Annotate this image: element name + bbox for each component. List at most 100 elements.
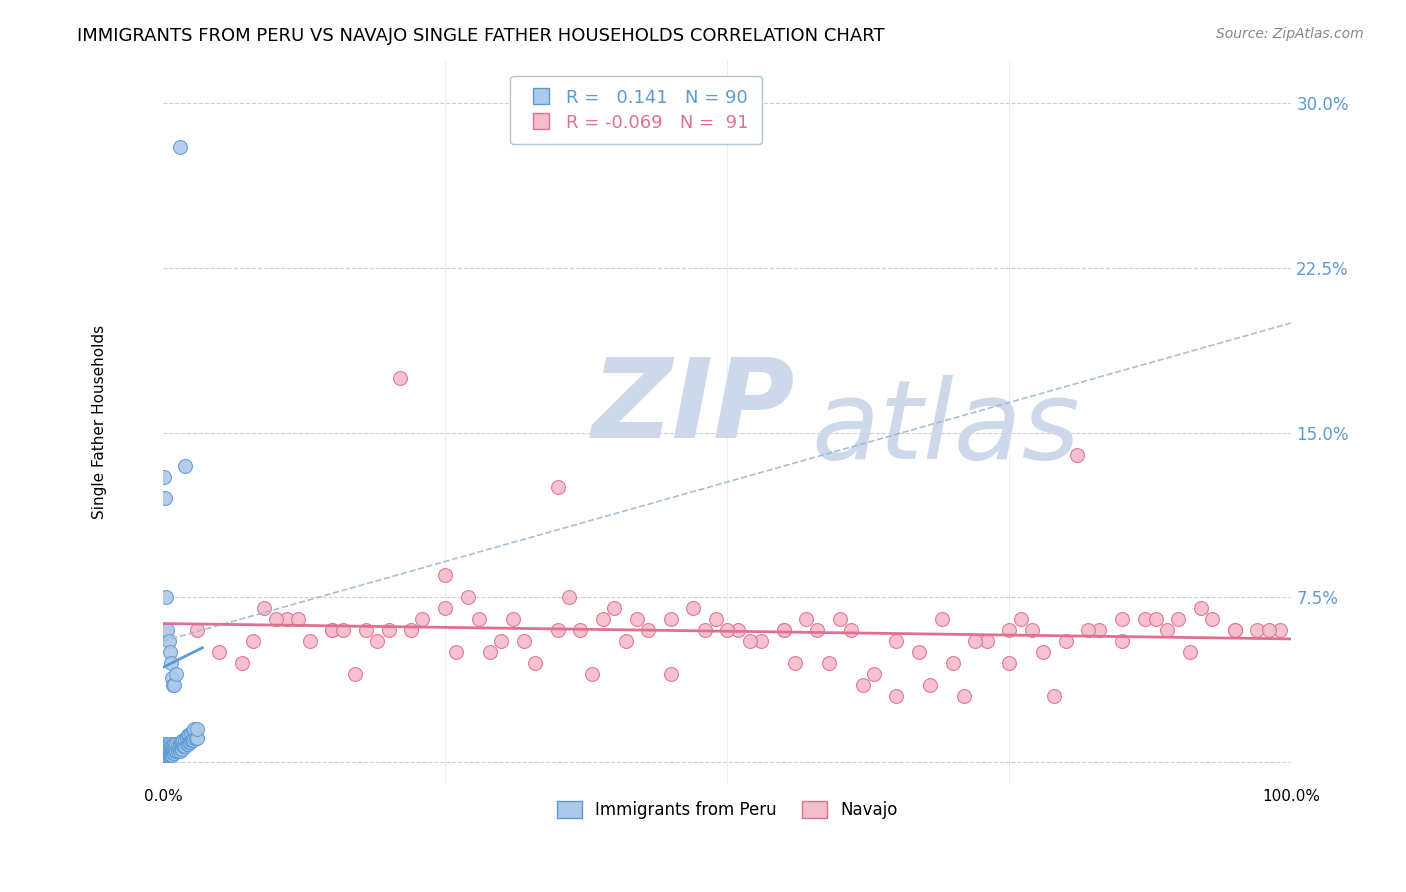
- Point: [366, 634, 388, 648]
- Point: [153, 744, 176, 758]
- Point: [693, 623, 716, 637]
- Point: [321, 623, 343, 637]
- Point: [749, 634, 772, 648]
- Point: [1223, 623, 1246, 637]
- Point: [165, 744, 187, 758]
- Point: [152, 744, 174, 758]
- Point: [1066, 448, 1088, 462]
- Point: [704, 612, 727, 626]
- Point: [170, 735, 193, 749]
- Point: [153, 737, 176, 751]
- Point: [172, 739, 194, 754]
- Point: [886, 689, 908, 703]
- Point: [806, 623, 828, 637]
- Point: [163, 746, 186, 760]
- Point: [1268, 623, 1291, 637]
- Point: [287, 612, 309, 626]
- Point: [169, 744, 191, 758]
- Point: [592, 612, 614, 626]
- Point: [794, 612, 817, 626]
- Point: [1111, 634, 1133, 648]
- Point: [159, 744, 181, 758]
- Point: [165, 737, 187, 751]
- Point: [176, 737, 198, 751]
- Point: [155, 741, 177, 756]
- Point: [157, 744, 180, 758]
- Point: [166, 744, 188, 758]
- Point: [558, 591, 581, 605]
- Point: [177, 735, 200, 749]
- Point: [457, 591, 479, 605]
- Point: [174, 739, 197, 754]
- Point: [547, 623, 569, 637]
- Point: [155, 744, 177, 758]
- Point: [169, 140, 191, 154]
- Point: [343, 667, 366, 681]
- Point: [1167, 612, 1189, 626]
- Point: [183, 732, 205, 747]
- Point: [183, 731, 205, 745]
- Point: [155, 748, 177, 763]
- Point: [231, 656, 253, 670]
- Point: [1246, 623, 1268, 637]
- Point: [173, 739, 195, 754]
- Point: [159, 656, 181, 670]
- Point: [153, 737, 176, 751]
- Point: [828, 612, 851, 626]
- Point: [153, 746, 176, 760]
- Point: [170, 741, 193, 756]
- Point: [156, 748, 179, 763]
- Point: [682, 601, 704, 615]
- Point: [160, 744, 183, 758]
- Point: [998, 656, 1021, 670]
- Point: [1189, 601, 1212, 615]
- Point: [153, 744, 176, 758]
- Point: [153, 748, 176, 763]
- Point: [377, 623, 399, 637]
- Point: [160, 748, 183, 763]
- Point: [177, 737, 200, 751]
- Point: [156, 746, 179, 760]
- Point: [165, 739, 187, 754]
- Point: [176, 731, 198, 745]
- Point: [354, 623, 377, 637]
- Point: [159, 748, 181, 763]
- Point: [524, 656, 547, 670]
- Point: [931, 612, 953, 626]
- Point: [177, 729, 200, 743]
- Point: [468, 612, 491, 626]
- Point: [159, 739, 181, 754]
- Point: [772, 623, 794, 637]
- Point: [637, 623, 659, 637]
- Point: [953, 689, 976, 703]
- Point: [153, 741, 176, 756]
- Text: Source: ZipAtlas.com: Source: ZipAtlas.com: [1216, 27, 1364, 41]
- Point: [817, 656, 839, 670]
- Point: [153, 739, 176, 754]
- Point: [156, 741, 179, 756]
- Point: [163, 678, 186, 692]
- Point: [159, 746, 181, 760]
- Point: [659, 667, 682, 681]
- Text: IMMIGRANTS FROM PERU VS NAVAJO SINGLE FATHER HOUSEHOLDS CORRELATION CHART: IMMIGRANTS FROM PERU VS NAVAJO SINGLE FA…: [77, 27, 884, 45]
- Point: [155, 746, 177, 760]
- Point: [172, 732, 194, 747]
- Point: [399, 623, 422, 637]
- Point: [165, 667, 187, 681]
- Point: [159, 741, 181, 756]
- Point: [162, 746, 184, 760]
- Point: [162, 678, 184, 692]
- Point: [388, 371, 411, 385]
- Point: [177, 729, 200, 743]
- Point: [155, 739, 177, 754]
- Point: [783, 656, 806, 670]
- Point: [1032, 645, 1054, 659]
- Point: [298, 634, 321, 648]
- Point: [446, 645, 468, 659]
- Point: [156, 739, 179, 754]
- Point: [165, 744, 187, 758]
- Point: [159, 645, 181, 659]
- Point: [167, 741, 190, 756]
- Point: [332, 623, 354, 637]
- Point: [1133, 612, 1156, 626]
